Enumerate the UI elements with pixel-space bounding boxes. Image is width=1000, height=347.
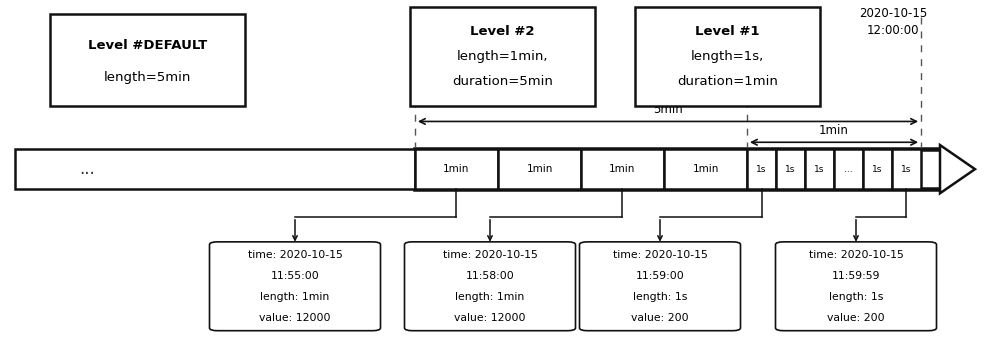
- FancyBboxPatch shape: [50, 14, 245, 106]
- Text: 1min: 1min: [443, 164, 470, 174]
- Text: ...: ...: [79, 160, 95, 178]
- Bar: [747, 149, 776, 189]
- Text: 1s: 1s: [901, 165, 912, 174]
- FancyBboxPatch shape: [404, 242, 575, 331]
- Text: 1s: 1s: [872, 165, 883, 174]
- Bar: [15, 149, 415, 189]
- Bar: [498, 149, 581, 189]
- Text: duration=1min: duration=1min: [677, 75, 778, 88]
- FancyBboxPatch shape: [209, 242, 380, 331]
- Bar: [892, 149, 921, 189]
- Text: 1min: 1min: [692, 164, 719, 174]
- FancyBboxPatch shape: [635, 7, 820, 106]
- Text: time: 2020-10-15: time: 2020-10-15: [809, 250, 903, 260]
- Text: length=1s,: length=1s,: [691, 50, 764, 63]
- Bar: [863, 149, 892, 189]
- FancyBboxPatch shape: [410, 7, 595, 106]
- Text: 11:59:00: 11:59:00: [636, 271, 684, 281]
- Text: value: 12000: value: 12000: [259, 313, 331, 322]
- Text: 11:55:00: 11:55:00: [271, 271, 319, 281]
- Text: 1min: 1min: [819, 124, 849, 137]
- Text: ...: ...: [844, 165, 853, 174]
- FancyBboxPatch shape: [580, 242, 740, 331]
- Text: value: 12000: value: 12000: [454, 313, 526, 322]
- Text: 11:58:00: 11:58:00: [466, 271, 514, 281]
- Text: value: 200: value: 200: [827, 313, 885, 322]
- Text: length=5min: length=5min: [104, 71, 191, 84]
- Bar: [664, 149, 747, 189]
- Bar: [805, 149, 834, 189]
- Bar: [581, 149, 664, 189]
- Text: length: 1min: length: 1min: [260, 292, 330, 302]
- Text: Level #1: Level #1: [695, 25, 760, 38]
- Text: time: 2020-10-15: time: 2020-10-15: [443, 250, 537, 260]
- Bar: [834, 149, 863, 189]
- Text: length: 1min: length: 1min: [455, 292, 525, 302]
- Text: 11:59:59: 11:59:59: [832, 271, 880, 281]
- Text: 5min: 5min: [653, 103, 683, 116]
- Text: length: 1s: length: 1s: [633, 292, 687, 302]
- Text: Level #DEFAULT: Level #DEFAULT: [88, 39, 207, 52]
- Text: 1min: 1min: [526, 164, 553, 174]
- Bar: [415, 149, 498, 189]
- Text: 1min: 1min: [609, 164, 636, 174]
- Text: length: 1s: length: 1s: [829, 292, 883, 302]
- FancyBboxPatch shape: [776, 242, 936, 331]
- Text: length=1min,: length=1min,: [457, 50, 548, 63]
- Text: duration=5min: duration=5min: [452, 75, 553, 88]
- Bar: [776, 149, 805, 189]
- Polygon shape: [940, 145, 975, 193]
- Text: 1s: 1s: [814, 165, 825, 174]
- Text: time: 2020-10-15: time: 2020-10-15: [248, 250, 342, 260]
- Text: time: 2020-10-15: time: 2020-10-15: [613, 250, 707, 260]
- Text: 1s: 1s: [785, 165, 796, 174]
- Text: 2020-10-15
12:00:00: 2020-10-15 12:00:00: [859, 7, 927, 37]
- Text: Level #2: Level #2: [470, 25, 535, 38]
- Text: 1s: 1s: [756, 165, 767, 174]
- Text: value: 200: value: 200: [631, 313, 689, 322]
